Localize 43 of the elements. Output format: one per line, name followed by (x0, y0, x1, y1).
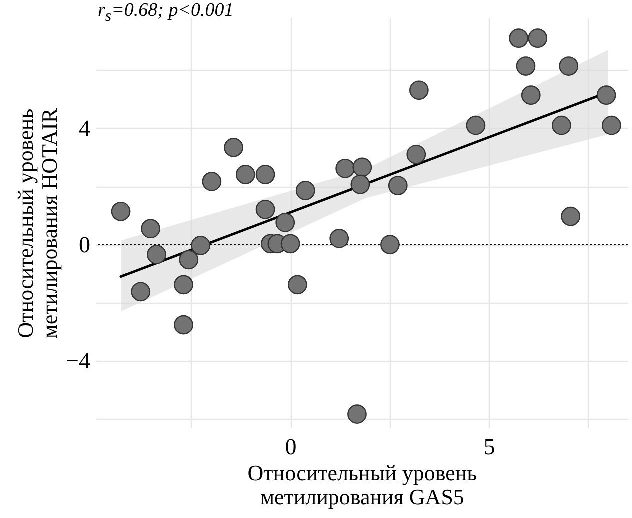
point (224, 138, 244, 158)
point (236, 165, 256, 184)
point (352, 158, 372, 178)
point (380, 235, 400, 254)
point (602, 116, 622, 136)
x-tick-label: 5 (484, 434, 496, 460)
point (191, 236, 210, 256)
y-tick-label: −4 (66, 348, 91, 374)
point (596, 86, 616, 106)
point (409, 80, 429, 100)
point (516, 56, 536, 76)
point (528, 28, 548, 48)
point (561, 206, 581, 226)
point (466, 116, 486, 136)
point (202, 172, 222, 192)
point (521, 86, 541, 106)
point (276, 213, 296, 232)
point (174, 315, 194, 335)
point (559, 56, 579, 76)
point (174, 275, 194, 295)
point (147, 245, 166, 264)
point (111, 202, 131, 222)
point (406, 145, 426, 164)
y-tick-label: 4 (79, 116, 91, 141)
point (336, 158, 356, 178)
point (350, 174, 370, 194)
point (179, 250, 199, 270)
annotation: r$_{s}$=0.68; p<0.001 (98, 0, 234, 26)
point (388, 176, 408, 196)
point (280, 234, 300, 254)
point (131, 282, 151, 302)
point (330, 229, 350, 248)
point (296, 181, 316, 200)
point (509, 28, 529, 48)
point (141, 219, 160, 238)
point (256, 165, 276, 184)
y-axis-title: Относительный уровень метилирования HOTAIR (13, 108, 62, 339)
point (552, 116, 572, 136)
y-tick-label: 0 (79, 232, 90, 258)
x-axis-title: Относительный уровень метилирования GAS5 (248, 460, 478, 510)
point (288, 275, 308, 295)
point (348, 404, 367, 424)
point (256, 200, 276, 220)
